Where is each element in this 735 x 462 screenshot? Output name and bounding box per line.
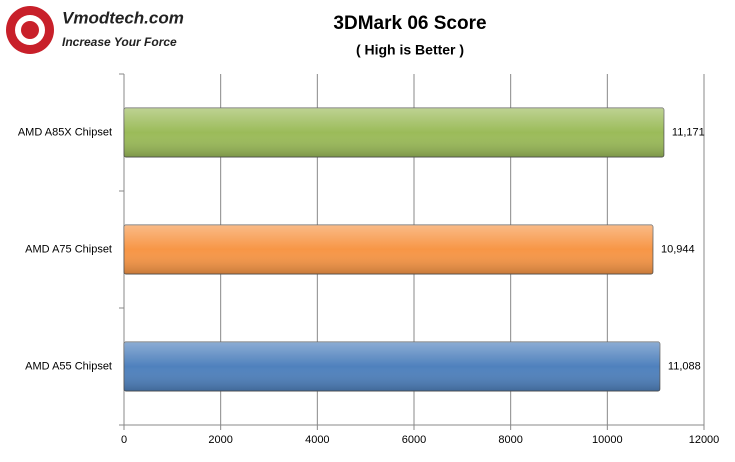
- x-tick-label: 4000: [305, 434, 329, 446]
- x-tick-label: 2000: [208, 434, 232, 446]
- y-tick-label: AMD A85X Chipset: [18, 126, 112, 138]
- bar-shine: [124, 224, 653, 275]
- bar-shine: [124, 341, 660, 392]
- x-tick-label: 0: [121, 434, 127, 446]
- x-tick-label: 12000: [689, 434, 720, 446]
- logo-emblem-core: [21, 21, 39, 39]
- chart-subtitle: ( High is Better ): [356, 42, 464, 58]
- x-tick-label: 6000: [402, 434, 426, 446]
- value-label: 10,944: [661, 243, 695, 255]
- x-tick-label: 10000: [592, 434, 623, 446]
- y-tick-label: AMD A75 Chipset: [25, 243, 112, 255]
- bar-shine: [124, 107, 664, 158]
- y-tick-label: AMD A55 Chipset: [25, 360, 112, 372]
- logo: Vmodtech.com Increase Your Force: [6, 6, 184, 54]
- logo-tagline: Increase Your Force: [62, 35, 177, 49]
- value-label: 11,171: [672, 126, 705, 138]
- x-tick-label: 8000: [498, 434, 522, 446]
- value-label: 11,088: [668, 360, 701, 372]
- logo-name: Vmodtech.com: [62, 8, 184, 27]
- chart-title: 3DMark 06 Score: [333, 13, 486, 34]
